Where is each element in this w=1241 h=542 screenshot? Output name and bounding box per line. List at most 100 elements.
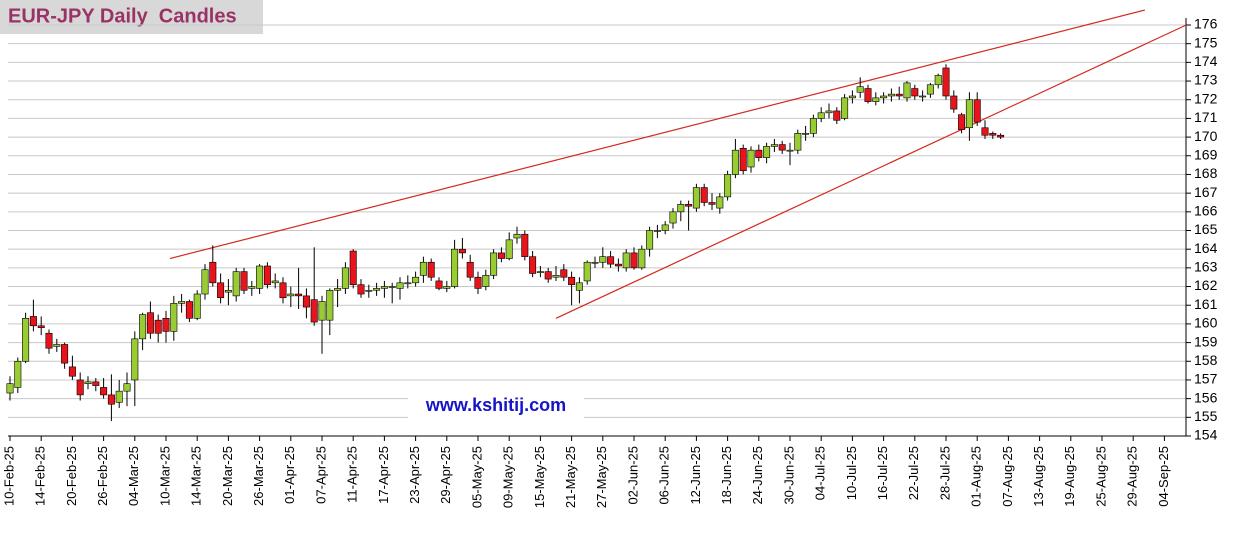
candle-body: [989, 133, 997, 136]
y-tick-label: 164: [1194, 240, 1218, 256]
x-tick-label: 13-Aug-25: [1031, 446, 1046, 507]
candle-body: [739, 148, 747, 172]
candle-body: [334, 288, 342, 291]
candle-body: [427, 261, 435, 278]
candle-body: [911, 88, 919, 97]
candle-body: [669, 211, 677, 224]
y-tick-label: 170: [1194, 128, 1218, 144]
candle-body: [677, 204, 685, 213]
candle-body: [380, 286, 388, 289]
x-tick-label: 20-Feb-25: [64, 446, 79, 506]
candle-body: [435, 280, 443, 289]
candle-body: [599, 256, 607, 263]
y-tick-label: 155: [1194, 408, 1218, 424]
candle-body: [716, 196, 724, 209]
candle-body: [770, 144, 778, 147]
candle-body: [903, 82, 911, 99]
y-tick-label: 158: [1194, 352, 1218, 368]
title-box: [0, 0, 263, 34]
trendline: [555, 24, 1187, 319]
candle-body: [490, 252, 498, 276]
candle-body: [591, 261, 599, 264]
candle-body: [170, 303, 178, 332]
y-tick-label: 168: [1194, 165, 1218, 181]
x-tick-label: 29-Aug-25: [1125, 446, 1140, 507]
candle-body: [396, 282, 404, 289]
candle-body: [880, 95, 888, 99]
candle-body: [419, 261, 427, 276]
x-tick-label: 16-Jul-25: [875, 446, 890, 500]
y-tick-label: 159: [1194, 333, 1218, 349]
candle-body: [295, 293, 303, 297]
candle-body: [232, 271, 240, 297]
candle-body: [841, 97, 849, 119]
x-tick-label: 05-May-25: [469, 446, 484, 508]
candle-body: [653, 230, 661, 232]
candle-body: [263, 265, 271, 285]
candle-body: [14, 360, 22, 388]
x-tick-label: 04-Sep-25: [1156, 446, 1171, 507]
candle-body: [497, 252, 505, 259]
candle-body: [123, 383, 131, 392]
y-tick-label: 172: [1194, 90, 1218, 106]
candle-body: [568, 276, 576, 285]
candle-body: [872, 97, 880, 102]
website-bg: [408, 393, 584, 419]
x-tick-label: 20-Mar-25: [220, 446, 235, 506]
candle-body: [318, 301, 326, 321]
candle-body: [763, 146, 771, 158]
candle-body: [692, 187, 700, 209]
x-tick-label: 14-Mar-25: [189, 446, 204, 506]
candle-body: [731, 149, 739, 175]
candle-body: [154, 319, 162, 334]
candle-body: [279, 282, 287, 299]
candle-body: [29, 316, 37, 327]
candle-body: [786, 149, 794, 152]
candle-body: [958, 114, 966, 130]
candle-body: [638, 248, 646, 269]
x-tick-label: 29-Apr-25: [438, 446, 453, 504]
candle-body: [536, 271, 544, 273]
y-tick-label: 169: [1194, 146, 1218, 162]
candle-body: [412, 276, 420, 284]
candle-body: [193, 293, 201, 319]
y-tick-label: 161: [1194, 296, 1218, 312]
y-tick-label: 171: [1194, 109, 1218, 125]
y-tick-label: 162: [1194, 277, 1218, 293]
candle-body: [950, 95, 958, 110]
x-tick-label: 10-Mar-25: [157, 446, 172, 506]
candle-body: [895, 93, 903, 97]
candle-body: [607, 256, 615, 265]
x-tick-label: 28-Jul-25: [937, 446, 952, 500]
candle-body: [373, 288, 381, 291]
candle-body: [848, 95, 856, 99]
candle-body: [310, 299, 318, 323]
candle-body: [217, 282, 225, 299]
candle-body: [934, 75, 942, 86]
y-tick-label: 154: [1194, 427, 1218, 443]
candle-body: [185, 301, 193, 319]
y-tick-label: 163: [1194, 259, 1218, 275]
candle-body: [240, 271, 248, 291]
x-tick-label: 21-May-25: [563, 446, 578, 508]
x-tick-label: 17-Apr-25: [376, 446, 391, 504]
candle-body: [622, 252, 630, 269]
candle-body: [560, 269, 568, 278]
x-tick-label: 04-Jul-25: [813, 446, 828, 500]
trendline: [169, 9, 1146, 260]
x-tick-label: 09-May-25: [501, 446, 516, 508]
candle-body: [326, 289, 334, 321]
candle-body: [37, 325, 45, 328]
y-tick-label: 160: [1194, 315, 1218, 331]
y-tick-label: 175: [1194, 34, 1218, 50]
candle-body: [552, 275, 560, 278]
candle-body: [178, 301, 186, 304]
y-tick-label: 165: [1194, 221, 1218, 237]
candle-body: [794, 133, 802, 151]
x-tick-label: 24-Jun-25: [750, 446, 765, 505]
x-tick-label: 23-Apr-25: [407, 446, 422, 504]
candle-body: [708, 202, 716, 205]
candle-body: [451, 248, 459, 287]
candle-body: [45, 332, 53, 349]
x-tick-label: 18-Jun-25: [719, 446, 734, 505]
